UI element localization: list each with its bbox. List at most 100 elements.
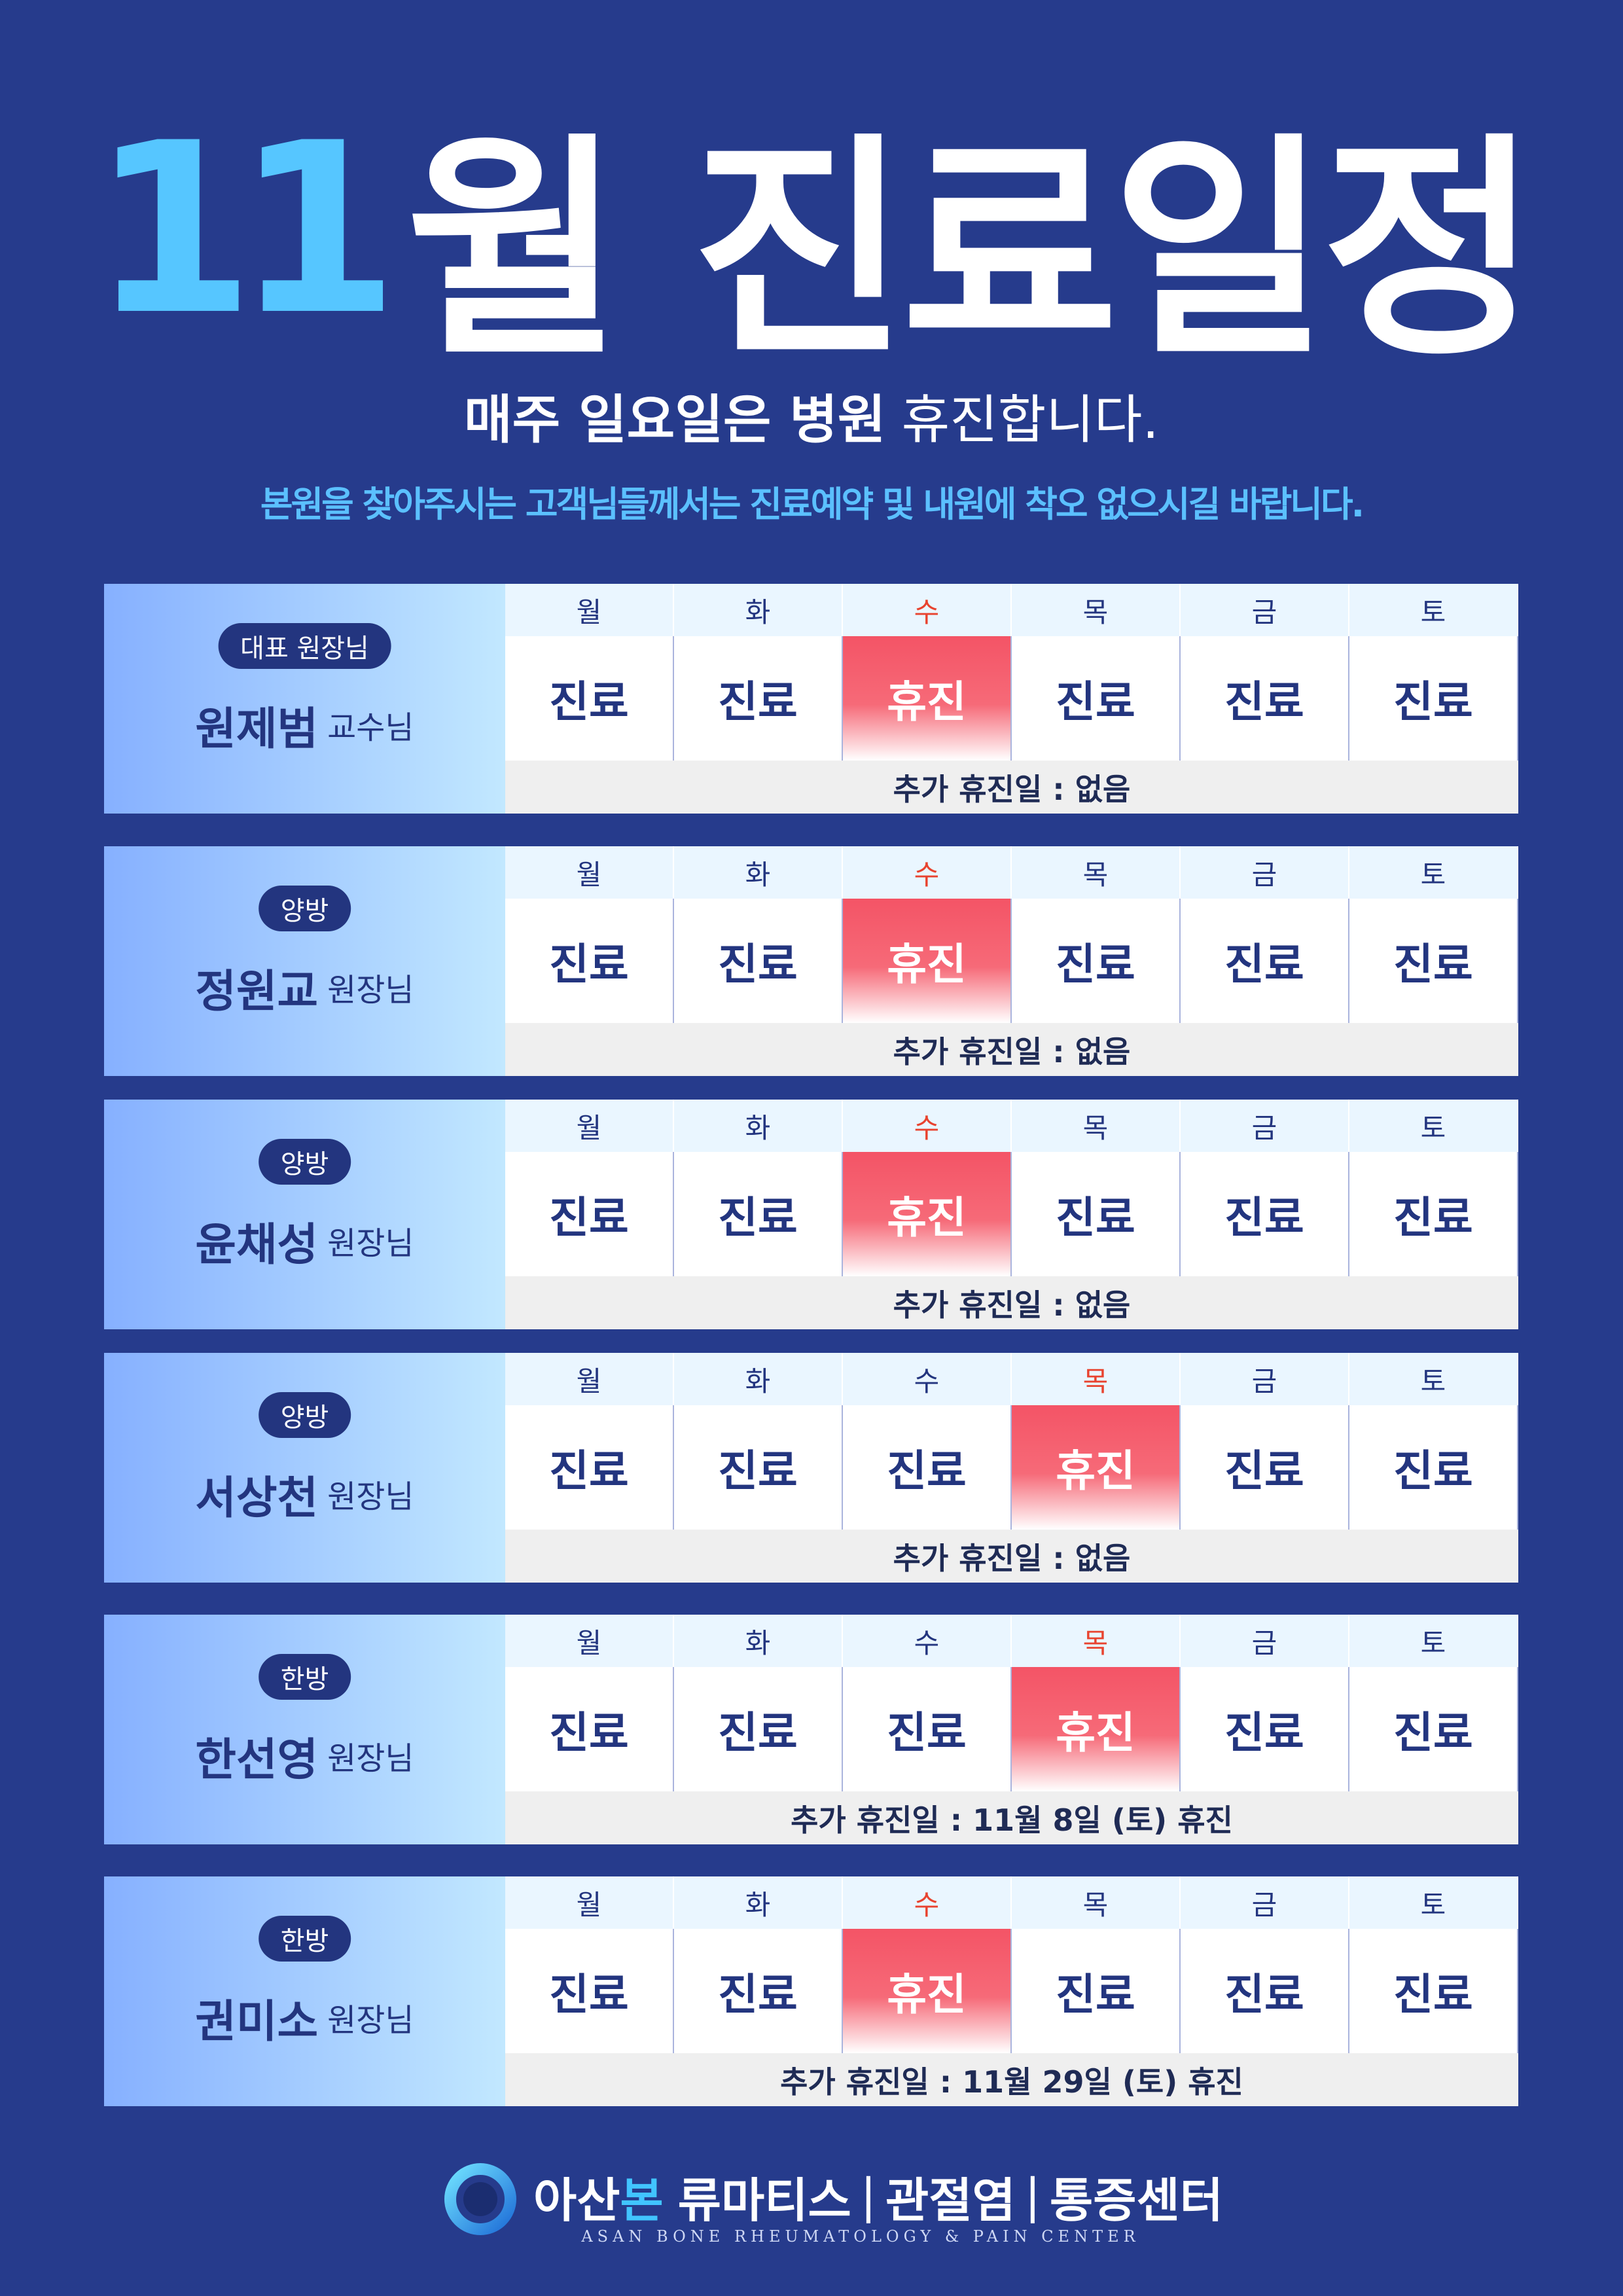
open-cell: 진료 xyxy=(1012,1152,1181,1276)
closed-cell: 휴진 xyxy=(843,636,1012,761)
day-header: 화 xyxy=(674,1100,843,1152)
open-cell: 진료 xyxy=(1349,1152,1518,1276)
closed-cell: 휴진 xyxy=(843,1929,1012,2053)
open-cell: 진료 xyxy=(674,1152,843,1276)
open-cell: 진료 xyxy=(505,1405,674,1530)
open-cell: 진료 xyxy=(1181,899,1349,1023)
brand-part: 관절염 xyxy=(885,2172,1016,2228)
day-header: 금 xyxy=(1181,584,1349,636)
separator: | xyxy=(860,2168,876,2223)
doctor-row: 양방 서상천 원장님 월 진료 화 진료 수 진료 목 휴진 금 진료 토 진료 추가 휴진일 : 없음 xyxy=(104,1353,1518,1583)
doctor-name-line: 서상천 원장님 xyxy=(104,1461,505,1526)
open-cell: 진료 xyxy=(674,1405,843,1530)
doctor-name-line: 권미소 원장님 xyxy=(104,1984,505,2050)
doctor-name: 서상천 xyxy=(195,1472,319,1524)
subtitle-regular: 휴진합니다. xyxy=(901,389,1159,450)
open-cell: 진료 xyxy=(1181,636,1349,761)
open-cell: 진료 xyxy=(1012,636,1181,761)
doctor-name-line: 원제범 교수님 xyxy=(104,692,505,757)
title-text: 월 진료일정 xyxy=(405,113,1539,387)
open-cell: 진료 xyxy=(674,1929,843,2053)
day-header: 토 xyxy=(1349,1353,1518,1405)
logo-mark xyxy=(444,2163,516,2235)
day-header: 화 xyxy=(674,1353,843,1405)
day-header: 금 xyxy=(1181,1100,1349,1152)
day-header: 목 xyxy=(1012,584,1181,636)
open-cell: 진료 xyxy=(843,1667,1012,1791)
day-header: 월 xyxy=(505,1100,674,1152)
day-header: 월 xyxy=(505,846,674,899)
doctor-name-line: 정원교 원장님 xyxy=(104,954,505,1020)
doctor-panel: 양방 윤채성 원장님 xyxy=(104,1100,505,1329)
open-cell: 진료 xyxy=(505,1667,674,1791)
open-cell: 진료 xyxy=(505,899,674,1023)
day-header: 토 xyxy=(1349,846,1518,899)
closed-cell: 휴진 xyxy=(843,1152,1012,1276)
doctor-title: 원장님 xyxy=(327,1225,414,1262)
open-cell: 진료 xyxy=(1181,1152,1349,1276)
doctor-name-line: 한선영 원장님 xyxy=(104,1723,505,1788)
doctor-row: 한방 한선영 원장님 월 진료 화 진료 수 진료 목 휴진 금 진료 토 진료 추가 휴진일 : 11월 8… xyxy=(104,1615,1518,1844)
day-header: 목 xyxy=(1012,1100,1181,1152)
subtitle: 매주 일요일은 병원 휴진합니다. xyxy=(0,380,1623,452)
open-cell: 진료 xyxy=(1181,1667,1349,1791)
brand-part: 류마티스 xyxy=(677,2172,851,2228)
logo-core xyxy=(463,2182,497,2216)
open-cell: 진료 xyxy=(674,899,843,1023)
doctor-badge: 양방 xyxy=(258,1392,351,1438)
extra-closure: 추가 휴진일 : 없음 xyxy=(505,1276,1518,1329)
title: 11 월 진료일정 xyxy=(0,92,1623,388)
day-header: 수 xyxy=(843,1100,1012,1152)
open-cell: 진료 xyxy=(674,1667,843,1791)
doctor-title: 원장님 xyxy=(327,1479,414,1515)
doctor-title: 원장님 xyxy=(327,2002,414,2039)
brand-b: 본 xyxy=(620,2172,664,2228)
day-header: 화 xyxy=(674,846,843,899)
doctor-row: 양방 정원교 원장님 월 진료 화 진료 수 휴진 목 진료 금 진료 토 진료 추가 휴진일 : 없음 xyxy=(104,846,1518,1076)
day-header: 목 xyxy=(1012,846,1181,899)
brand-english: ASAN BONE RHEUMATOLOGY & PAIN CENTER xyxy=(581,2227,1140,2246)
doctor-title: 원장님 xyxy=(327,1740,414,1777)
day-header: 토 xyxy=(1349,584,1518,636)
open-cell: 진료 xyxy=(1349,899,1518,1023)
extra-closure: 추가 휴진일 : 없음 xyxy=(505,1530,1518,1583)
separator: | xyxy=(1024,2168,1041,2223)
brand-part: 통증센터 xyxy=(1049,2172,1223,2228)
open-cell: 진료 xyxy=(1181,1929,1349,2053)
doctor-badge: 한방 xyxy=(258,1916,351,1962)
doctor-badge: 양방 xyxy=(258,1139,351,1185)
doctor-name: 한선영 xyxy=(195,1734,319,1786)
doctor-panel: 한방 한선영 원장님 xyxy=(104,1615,505,1844)
open-cell: 진료 xyxy=(1349,636,1518,761)
closed-cell: 휴진 xyxy=(1012,1405,1181,1530)
doctor-badge: 대표 원장님 xyxy=(218,623,391,669)
day-header: 화 xyxy=(674,584,843,636)
doctor-name: 권미소 xyxy=(195,1996,319,2048)
open-cell: 진료 xyxy=(505,1152,674,1276)
doctor-badge: 양방 xyxy=(258,886,351,931)
brand: 아산 본 류마티스 | 관절염 | 통증센터 xyxy=(533,2163,1223,2229)
doctor-name: 정원교 xyxy=(195,965,319,1018)
open-cell: 진료 xyxy=(1349,1405,1518,1530)
day-header: 수 xyxy=(843,846,1012,899)
closed-cell: 휴진 xyxy=(843,899,1012,1023)
open-cell: 진료 xyxy=(1012,899,1181,1023)
day-header: 토 xyxy=(1349,1615,1518,1667)
notice: 본원을 찾아주시는 고객님들께서는 진료예약 및 내원에 착오 없으시길 바랍니… xyxy=(260,483,1364,525)
open-cell: 진료 xyxy=(1181,1405,1349,1530)
title-number: 11 xyxy=(90,92,399,367)
open-cell: 진료 xyxy=(1349,1929,1518,2053)
day-header: 목 xyxy=(1012,1615,1181,1667)
open-cell: 진료 xyxy=(843,1405,1012,1530)
day-header: 금 xyxy=(1181,1615,1349,1667)
doctor-name: 원제범 xyxy=(195,703,319,755)
doctor-title: 원장님 xyxy=(327,972,414,1009)
day-header: 목 xyxy=(1012,1353,1181,1405)
day-header: 화 xyxy=(674,1615,843,1667)
day-header: 화 xyxy=(674,1876,843,1929)
